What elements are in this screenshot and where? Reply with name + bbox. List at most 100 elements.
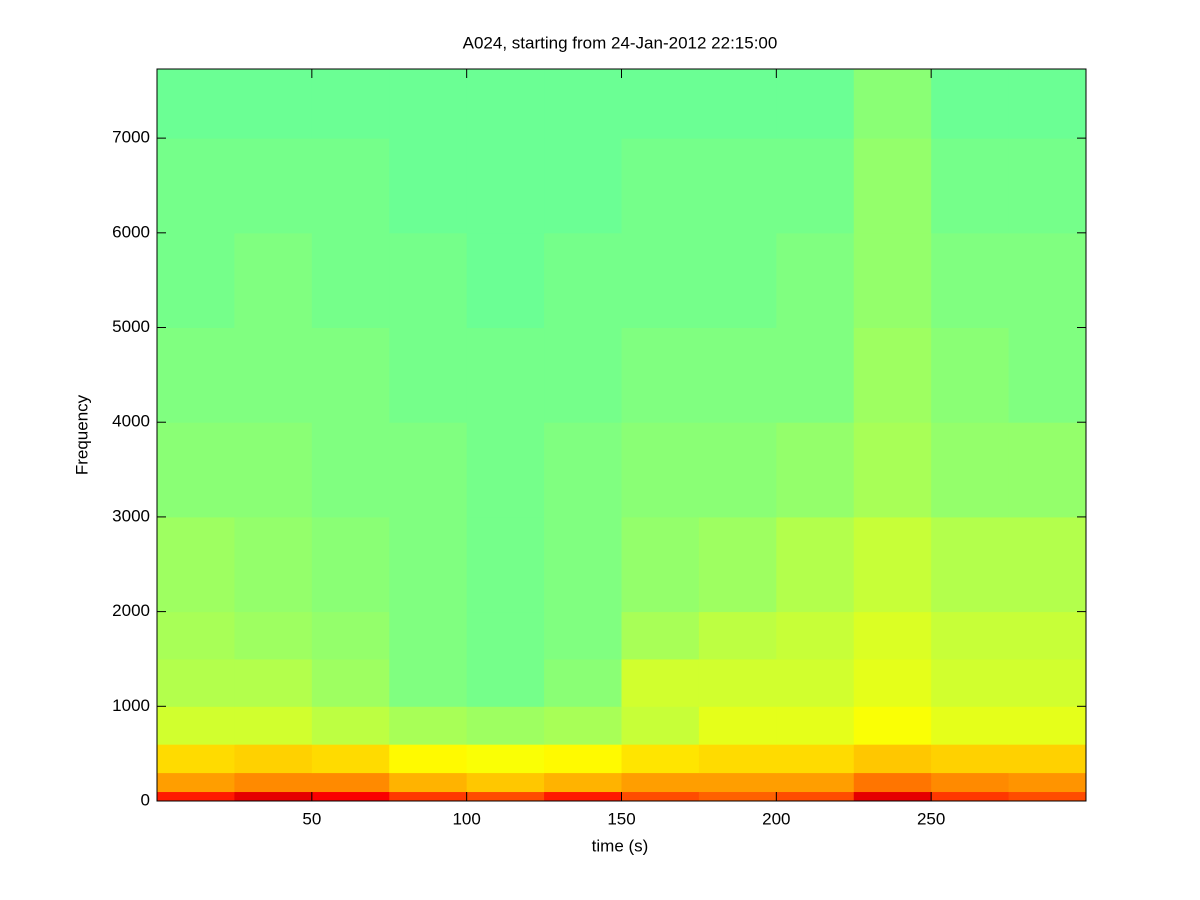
cell (544, 611, 622, 660)
cell (544, 772, 622, 793)
cell (931, 138, 1010, 234)
cell (776, 744, 855, 774)
cell (466, 611, 545, 660)
cell (466, 422, 545, 518)
y-tick-label: 4000 (112, 412, 150, 431)
cell (157, 516, 235, 613)
cell (853, 706, 932, 745)
cell (698, 422, 777, 518)
cell (311, 69, 390, 139)
cell (698, 791, 777, 802)
cell (234, 658, 313, 707)
cell (698, 69, 777, 139)
cell (157, 706, 235, 745)
x-tick-label: 200 (762, 809, 790, 828)
cell (234, 706, 313, 745)
cell (1008, 791, 1087, 802)
cell (311, 516, 390, 613)
cell (621, 791, 700, 802)
cell (853, 422, 932, 518)
cell (466, 516, 545, 613)
y-axis-label: Frequency (72, 394, 91, 475)
cell (621, 744, 700, 774)
cell (157, 611, 235, 660)
cell (466, 772, 545, 793)
cell (311, 791, 390, 802)
cell (311, 744, 390, 774)
cell (853, 69, 932, 139)
cell (389, 232, 468, 329)
x-tick-label: 100 (452, 809, 480, 828)
cell (1008, 138, 1087, 234)
cell (389, 658, 468, 707)
cell (544, 327, 622, 423)
cell (389, 706, 468, 745)
y-tick-label: 2000 (112, 601, 150, 620)
y-tick-label: 5000 (112, 317, 150, 336)
cell (157, 772, 235, 793)
cell (853, 327, 932, 423)
y-tick-label: 3000 (112, 506, 150, 525)
cell (157, 232, 235, 329)
cell (466, 744, 545, 774)
cell (931, 516, 1010, 613)
cell (234, 744, 313, 774)
cell (853, 791, 932, 802)
cell (621, 327, 700, 423)
cell (466, 791, 545, 802)
cell (698, 516, 777, 613)
cell (234, 327, 313, 423)
cell (157, 658, 235, 707)
x-tick-label: 50 (302, 809, 321, 828)
cell (931, 69, 1010, 139)
chart-title: A024, starting from 24-Jan-2012 22:15:00 (463, 33, 778, 52)
cell (311, 327, 390, 423)
cell (931, 422, 1010, 518)
cell (1008, 772, 1087, 793)
cell (853, 138, 932, 234)
heatmap (157, 69, 1087, 802)
cell (698, 658, 777, 707)
cell (931, 772, 1010, 793)
cell (621, 232, 700, 329)
cell (776, 791, 855, 802)
cell (311, 422, 390, 518)
cell (234, 422, 313, 518)
cell (776, 658, 855, 707)
cell (157, 744, 235, 774)
cell (621, 706, 700, 745)
x-tick-label: 150 (607, 809, 635, 828)
y-tick-label: 0 (141, 790, 150, 809)
cell (389, 327, 468, 423)
cell (931, 744, 1010, 774)
cell (621, 516, 700, 613)
cell (544, 138, 622, 234)
cell (544, 706, 622, 745)
cell (698, 772, 777, 793)
cell (621, 658, 700, 707)
cell (1008, 422, 1087, 518)
y-tick-label: 6000 (112, 222, 150, 241)
cell (544, 232, 622, 329)
cell (621, 422, 700, 518)
cell (931, 232, 1010, 329)
cell (466, 232, 545, 329)
cell (544, 69, 622, 139)
cell (544, 791, 622, 802)
cell (234, 516, 313, 613)
cell (853, 611, 932, 660)
cell (1008, 706, 1087, 745)
cell (311, 611, 390, 660)
cell (1008, 327, 1087, 423)
cell (389, 772, 468, 793)
cell (389, 138, 468, 234)
cell (1008, 744, 1087, 774)
cell (853, 516, 932, 613)
cell (931, 327, 1010, 423)
cell (1008, 516, 1087, 613)
cell (157, 422, 235, 518)
cell (234, 232, 313, 329)
cell (311, 772, 390, 793)
cell (466, 658, 545, 707)
